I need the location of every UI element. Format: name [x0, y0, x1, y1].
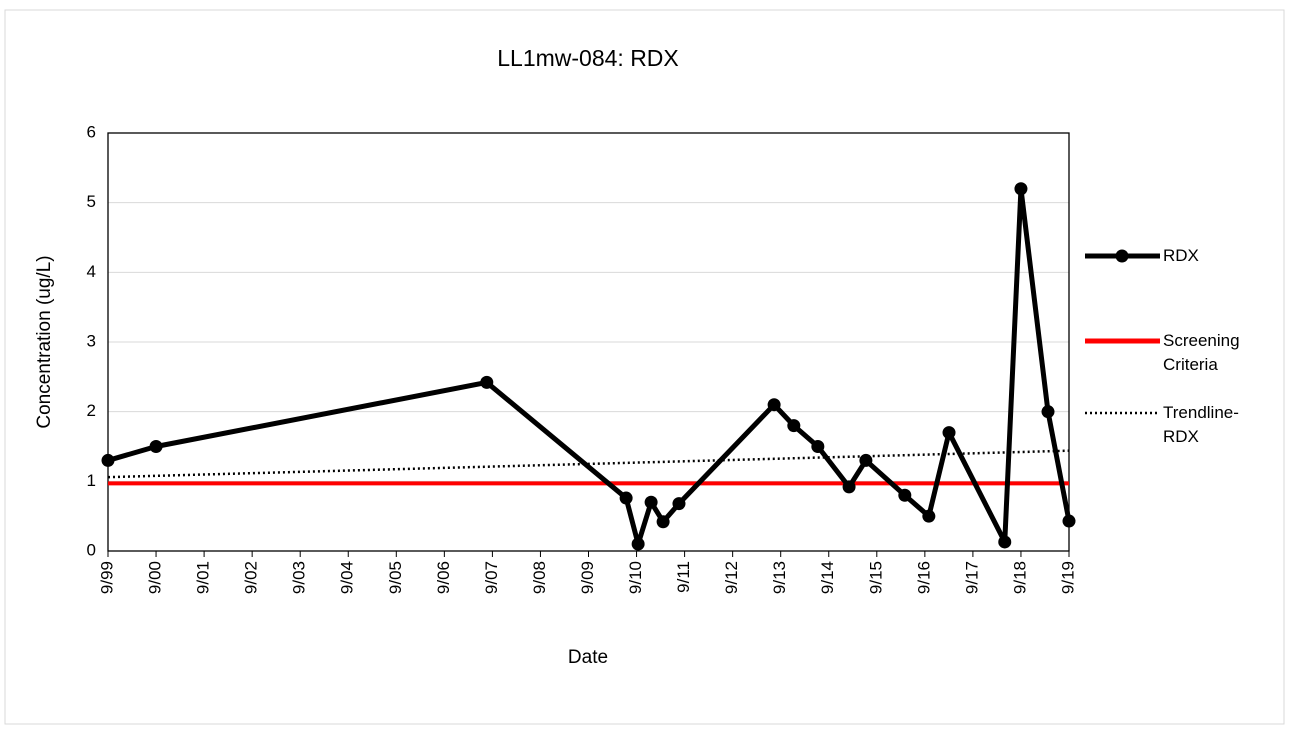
data-point — [1014, 182, 1028, 196]
x-tick-label: 9/05 — [386, 561, 405, 594]
legend-label: RDX — [1163, 246, 1199, 265]
y-tick-label: 4 — [87, 262, 96, 281]
x-tick-label: 9/11 — [674, 561, 693, 593]
x-tick-label: 9/15 — [866, 561, 885, 594]
x-tick-label: 9/07 — [482, 561, 501, 594]
data-point — [631, 537, 645, 551]
data-point — [922, 509, 936, 523]
x-tick-label: 9/03 — [290, 561, 309, 594]
series-line — [107, 186, 1072, 547]
x-axis-label: Date — [568, 647, 608, 668]
x-tick-label: 9/00 — [146, 561, 165, 594]
y-tick-label: 3 — [87, 331, 96, 350]
chart-frame — [4, 9, 1285, 725]
x-tick-label: 9/02 — [242, 561, 261, 594]
y-tick-label: 0 — [87, 540, 96, 559]
x-tick-label: 9/08 — [530, 561, 549, 594]
x-tick-label: 9/06 — [434, 561, 453, 594]
data-point — [787, 419, 801, 433]
x-tick-label: 9/10 — [626, 561, 645, 594]
data-point — [149, 440, 163, 453]
data-point — [767, 398, 781, 412]
data-point — [859, 453, 873, 467]
data-point — [619, 491, 633, 505]
x-tick-label: 9/13 — [770, 561, 789, 594]
x-tick-label: 9/99 — [97, 561, 116, 594]
x-tick-label: 9/09 — [578, 561, 597, 594]
x-tick-label: 9/14 — [818, 561, 837, 594]
x-tick-label: 9/04 — [338, 561, 357, 594]
x-tick-label: 9/19 — [1058, 561, 1077, 594]
data-point — [644, 495, 658, 509]
y-tick-label: 5 — [87, 192, 96, 211]
data-point — [480, 375, 494, 389]
data-point — [101, 453, 115, 467]
legend-label: Screening Criteria — [1163, 331, 1240, 374]
chart-title: LL1mw-084: RDX — [497, 45, 679, 71]
legend-marker — [1115, 249, 1129, 263]
data-point — [942, 426, 956, 440]
x-tick-label: 9/18 — [1010, 561, 1029, 594]
x-tick-label: 9/16 — [914, 561, 933, 594]
data-point — [998, 535, 1012, 549]
data-point — [898, 488, 912, 502]
legend-label: Trendline-RDX — [1163, 403, 1239, 446]
data-point — [672, 497, 686, 511]
x-tick-label: 9/01 — [194, 561, 213, 594]
data-point — [842, 480, 856, 494]
y-axis-label: Concentration (ug/L) — [34, 255, 55, 428]
x-tick-label: 9/12 — [722, 561, 741, 594]
data-point — [656, 515, 670, 529]
y-tick-label: 6 — [87, 122, 96, 141]
data-point — [1062, 514, 1076, 528]
data-point — [1041, 405, 1055, 419]
data-point — [811, 440, 825, 453]
x-tick-label: 9/17 — [962, 561, 981, 594]
y-tick-label: 2 — [87, 401, 96, 420]
y-tick-label: 1 — [87, 471, 96, 490]
